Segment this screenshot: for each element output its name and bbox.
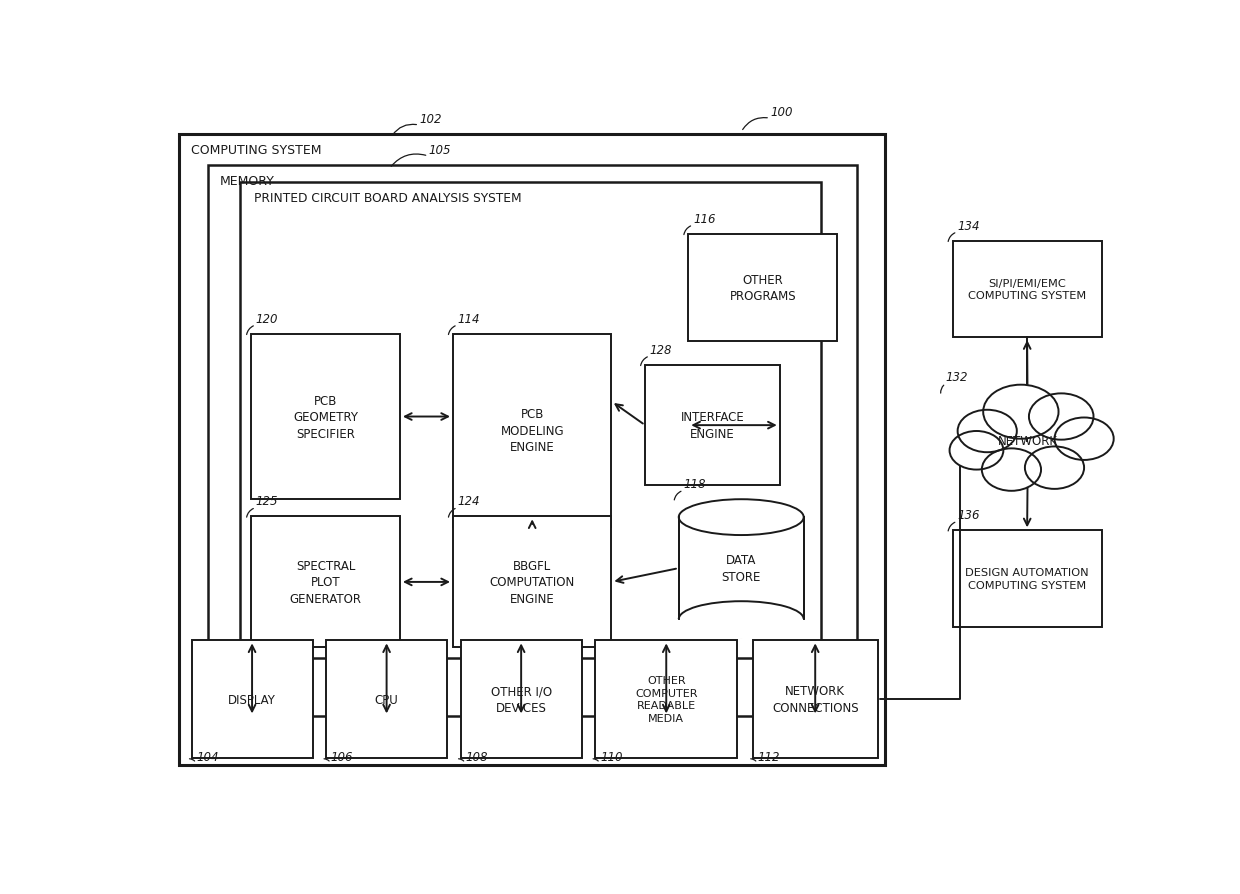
- Text: COMPUTING SYSTEM: COMPUTING SYSTEM: [191, 144, 321, 156]
- Text: 102: 102: [419, 113, 441, 126]
- Bar: [191, 641, 312, 758]
- Text: 124: 124: [458, 495, 480, 508]
- Bar: [952, 241, 1101, 338]
- Text: 120: 120: [255, 313, 279, 325]
- Text: DATA
STORE: DATA STORE: [722, 553, 761, 583]
- Bar: [239, 183, 821, 658]
- Text: 128: 128: [650, 343, 672, 357]
- Text: MEMORY: MEMORY: [219, 174, 274, 188]
- Bar: [208, 165, 857, 716]
- Bar: [753, 641, 878, 758]
- Bar: [453, 517, 611, 647]
- Text: INTERFACE
ENGINE: INTERFACE ENGINE: [681, 411, 744, 441]
- Text: 106: 106: [331, 750, 353, 763]
- Text: 118: 118: [683, 477, 706, 491]
- Text: 136: 136: [957, 509, 980, 522]
- Text: PCB
MODELING
ENGINE: PCB MODELING ENGINE: [501, 408, 564, 454]
- Bar: [250, 517, 401, 647]
- Circle shape: [1054, 418, 1114, 460]
- Text: OTHER I/O
DEVICES: OTHER I/O DEVICES: [491, 685, 552, 714]
- Text: DISPLAY: DISPLAY: [228, 693, 277, 705]
- Text: 105: 105: [428, 144, 451, 156]
- Text: DESIGN AUTOMATION
COMPUTING SYSTEM: DESIGN AUTOMATION COMPUTING SYSTEM: [965, 568, 1089, 590]
- Circle shape: [950, 432, 1003, 470]
- Text: NETWORK
CONNECTIONS: NETWORK CONNECTIONS: [771, 685, 858, 714]
- Bar: [688, 234, 837, 342]
- Bar: [595, 641, 738, 758]
- Ellipse shape: [678, 500, 804, 536]
- Text: PRINTED CIRCUIT BOARD ANALYSIS SYSTEM: PRINTED CIRCUIT BOARD ANALYSIS SYSTEM: [254, 192, 522, 205]
- Text: SI/PI/EMI/EMC
COMPUTING SYSTEM: SI/PI/EMI/EMC COMPUTING SYSTEM: [968, 278, 1086, 301]
- Text: 112: 112: [758, 750, 780, 763]
- Text: 125: 125: [255, 495, 279, 508]
- Text: NETWORK: NETWORK: [998, 434, 1058, 448]
- Bar: [952, 531, 1101, 627]
- Text: OTHER
PROGRAMS: OTHER PROGRAMS: [729, 274, 796, 303]
- Text: PCB
GEOMETRY
SPECIFIER: PCB GEOMETRY SPECIFIER: [293, 394, 358, 440]
- Circle shape: [983, 385, 1059, 439]
- Bar: [179, 135, 885, 764]
- Bar: [250, 334, 401, 500]
- Text: CPU: CPU: [374, 693, 398, 705]
- Text: 108: 108: [465, 750, 487, 763]
- Bar: [645, 366, 780, 485]
- Text: 104: 104: [196, 750, 218, 763]
- Bar: [326, 641, 448, 758]
- Bar: [678, 500, 804, 637]
- Text: 100: 100: [770, 106, 792, 119]
- Text: 116: 116: [693, 213, 715, 225]
- Text: OTHER
COMPUTER
READABLE
MEDIA: OTHER COMPUTER READABLE MEDIA: [635, 675, 698, 723]
- Text: 134: 134: [957, 220, 980, 232]
- Text: SPECTRAL
PLOT
GENERATOR: SPECTRAL PLOT GENERATOR: [290, 560, 362, 605]
- Text: 132: 132: [946, 371, 968, 384]
- Text: 110: 110: [600, 750, 622, 763]
- Circle shape: [982, 449, 1042, 492]
- Circle shape: [1025, 447, 1084, 489]
- Ellipse shape: [678, 602, 804, 637]
- Circle shape: [957, 410, 1017, 452]
- Bar: [453, 334, 611, 527]
- Text: 114: 114: [458, 313, 480, 325]
- Bar: [460, 641, 582, 758]
- Text: BBGFL
COMPUTATION
ENGINE: BBGFL COMPUTATION ENGINE: [490, 560, 575, 605]
- Circle shape: [1029, 394, 1094, 440]
- Bar: [677, 620, 806, 638]
